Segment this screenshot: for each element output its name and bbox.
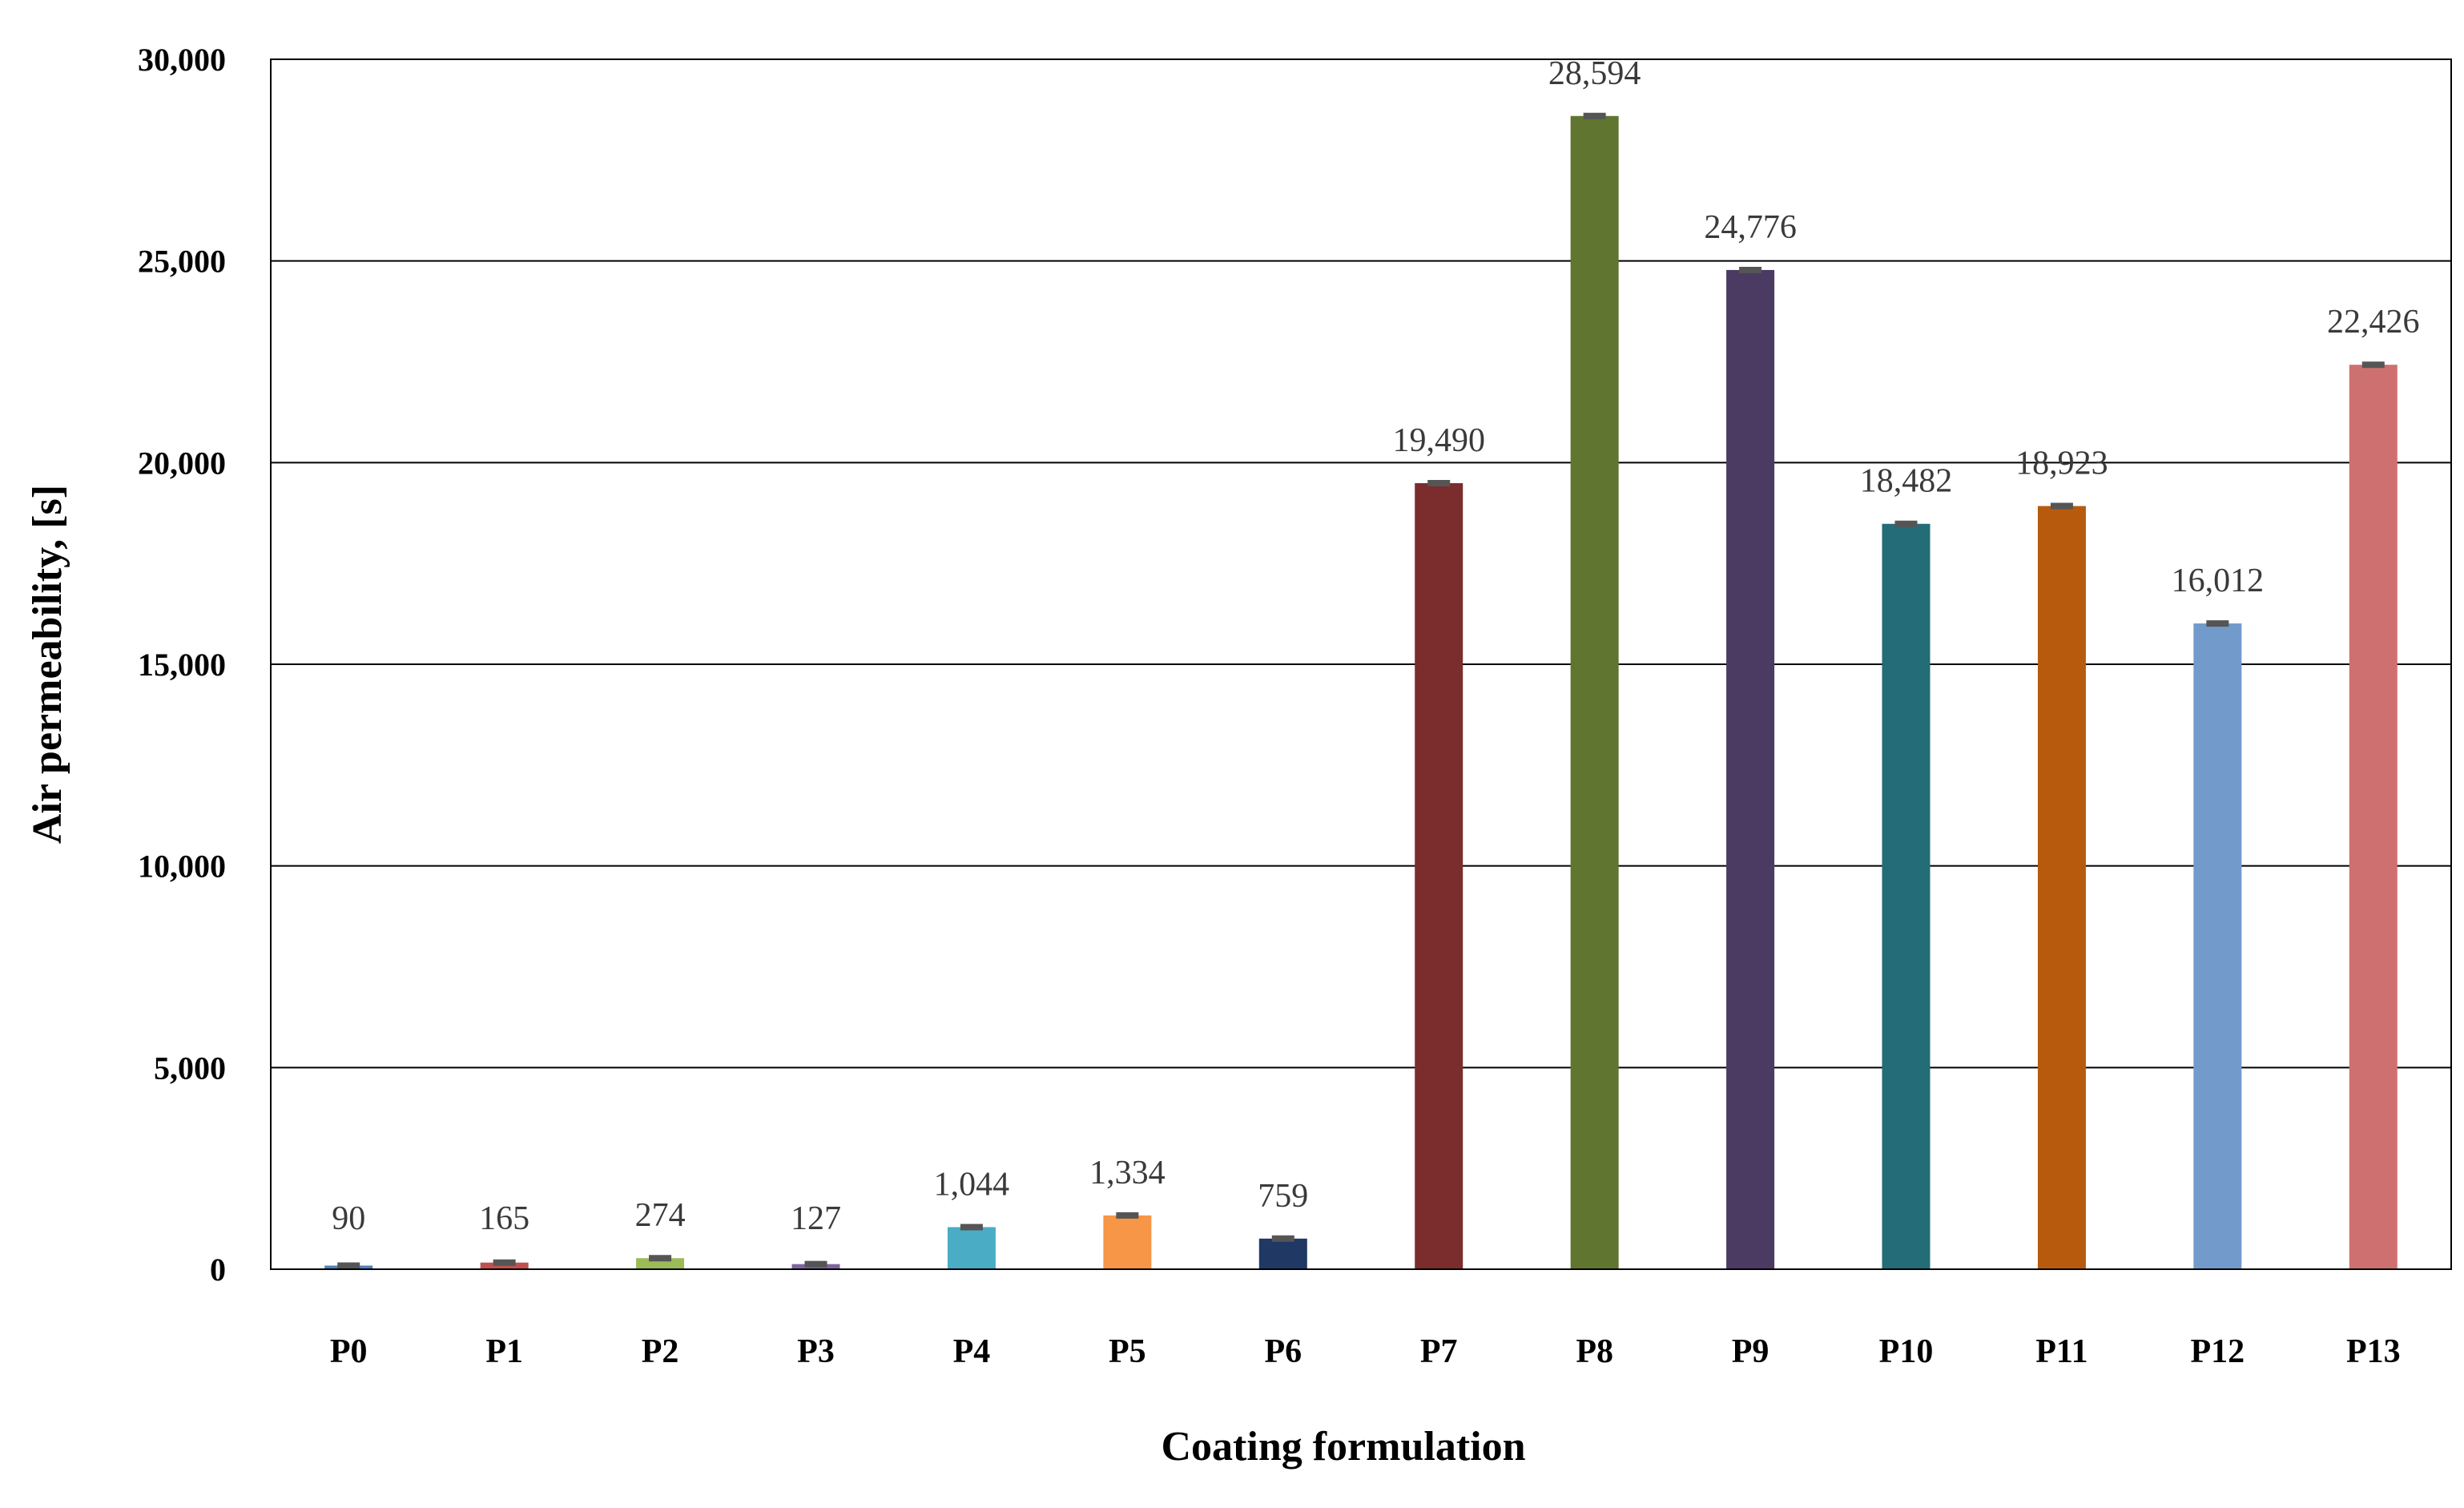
bar-p7 [1415, 483, 1464, 1269]
x-tick-label-p9: P9 [1732, 1333, 1769, 1370]
bar-p4 [947, 1227, 996, 1269]
x-tick-label-p8: P8 [1576, 1333, 1613, 1370]
value-label-p2: 274 [635, 1197, 686, 1234]
value-label-p5: 1,334 [1089, 1155, 1166, 1191]
value-label-p8: 28,594 [1548, 55, 1641, 92]
y-tick-label: 10,000 [138, 849, 226, 885]
bar-p1 [480, 1262, 529, 1269]
bar-p12 [2193, 623, 2242, 1269]
error-bars [337, 112, 2385, 1269]
x-axis-title: Coating formulation [1162, 1424, 1526, 1470]
value-label-p4: 1,044 [934, 1166, 1010, 1203]
bars [324, 115, 2398, 1270]
y-tick-label: 15,000 [138, 647, 226, 683]
value-label-p13: 22,426 [2327, 304, 2420, 341]
y-tick-label: 5,000 [154, 1050, 226, 1086]
gridlines [271, 58, 2451, 1270]
bar-p6 [1258, 1238, 1307, 1269]
x-tick-label-p11: P11 [2035, 1333, 2088, 1370]
y-tick-label: 30,000 [138, 42, 226, 78]
x-tick-label-p6: P6 [1264, 1333, 1302, 1370]
value-label-p1: 165 [479, 1200, 529, 1237]
bar-p8 [1570, 115, 1619, 1269]
plot-frame [270, 58, 2452, 1270]
x-tick-label-p1: P1 [485, 1333, 523, 1370]
bar-p9 [1726, 269, 1775, 1269]
y-tick-label: 25,000 [138, 244, 226, 280]
x-tick-label-p3: P3 [797, 1333, 835, 1370]
y-axis-ticks: 0 5,000 10,000 15,000 20,000 25,000 30,000 [138, 42, 226, 1288]
y-axis-title: Air permeability, [s] [25, 485, 70, 844]
bar-p5 [1103, 1215, 1152, 1269]
bar-p13 [2349, 365, 2398, 1270]
x-tick-label-p7: P7 [1420, 1333, 1458, 1370]
value-label-p0: 90 [332, 1200, 365, 1237]
value-label-p6: 759 [1258, 1178, 1308, 1215]
x-tick-label-p5: P5 [1109, 1333, 1146, 1370]
value-label-p11: 18,923 [2015, 446, 2108, 482]
x-tick-label-p0: P0 [330, 1333, 368, 1370]
bar-p2 [636, 1258, 685, 1269]
x-tick-label-p2: P2 [642, 1333, 679, 1370]
y-tick-label: 20,000 [138, 445, 226, 481]
x-tick-label-p12: P12 [2191, 1333, 2245, 1370]
value-label-p7: 19,490 [1392, 422, 1485, 459]
bar-p10 [1882, 523, 1931, 1269]
bar-p11 [2037, 506, 2086, 1269]
x-axis-ticks: P0 P1 P2 P3 P4 P5 P6 P7 P8 P9 P10 P11 P12 P13 [330, 1333, 2401, 1370]
x-tick-label-p10: P10 [1879, 1333, 1934, 1370]
value-label-p3: 127 [791, 1200, 841, 1237]
y-tick-label: 0 [210, 1252, 226, 1288]
x-tick-label-p4: P4 [953, 1333, 991, 1370]
value-label-p9: 24,776 [1704, 209, 1797, 246]
value-labels: 90 165 274 127 1,044 1,334 759 19,490 28,594 24,7… [332, 55, 2419, 1237]
value-label-p10: 18,482 [1860, 463, 1953, 500]
x-tick-label-p13: P13 [2346, 1333, 2401, 1370]
value-label-p12: 16,012 [2172, 562, 2265, 599]
